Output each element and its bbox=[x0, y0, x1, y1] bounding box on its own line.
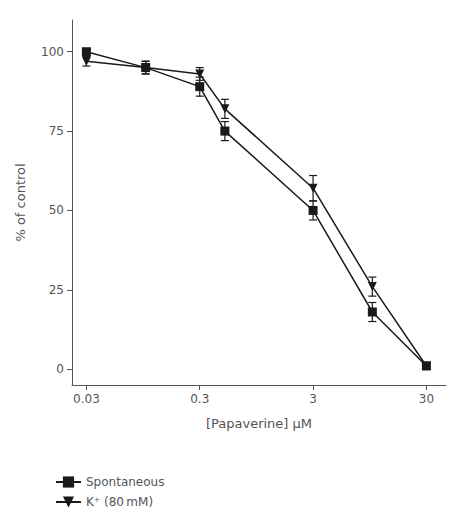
svg-text:3: 3 bbox=[309, 392, 317, 406]
svg-text:75: 75 bbox=[49, 124, 64, 138]
svg-text:0.03: 0.03 bbox=[73, 392, 100, 406]
svg-text:Spontaneous: Spontaneous bbox=[86, 475, 164, 489]
svg-text:K⁺ (80 mM): K⁺ (80 mM) bbox=[86, 495, 153, 509]
svg-text:30: 30 bbox=[419, 392, 434, 406]
svg-text:% of control: % of control bbox=[13, 163, 28, 241]
svg-text:25: 25 bbox=[49, 283, 64, 297]
svg-text:0.3: 0.3 bbox=[190, 392, 209, 406]
svg-text:0: 0 bbox=[56, 362, 64, 376]
svg-text:50: 50 bbox=[49, 203, 64, 217]
svg-text:[Papaverine] μM: [Papaverine] μM bbox=[206, 416, 312, 431]
svg-text:100: 100 bbox=[41, 45, 64, 59]
